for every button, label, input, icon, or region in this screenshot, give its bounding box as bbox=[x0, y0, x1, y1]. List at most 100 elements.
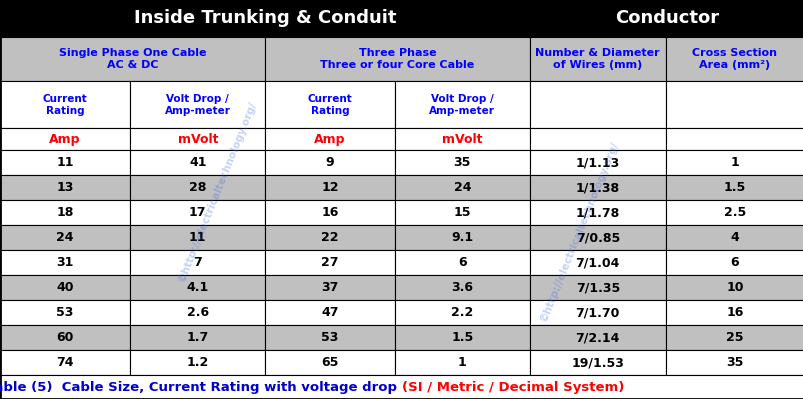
Text: 47: 47 bbox=[321, 306, 338, 319]
Bar bbox=[265, 176, 394, 200]
Text: 24: 24 bbox=[56, 231, 74, 244]
Text: 11: 11 bbox=[56, 156, 74, 170]
Text: 4: 4 bbox=[730, 231, 738, 244]
Bar bbox=[529, 350, 665, 375]
Text: 1/1.38: 1/1.38 bbox=[575, 182, 619, 194]
Bar bbox=[665, 250, 803, 275]
Bar bbox=[529, 250, 665, 275]
Text: 1/1.13: 1/1.13 bbox=[575, 156, 619, 170]
Text: 1.5: 1.5 bbox=[723, 182, 745, 194]
Bar bbox=[0, 325, 130, 350]
Bar bbox=[665, 128, 803, 150]
Text: 37: 37 bbox=[321, 281, 338, 294]
Text: Conductor: Conductor bbox=[614, 9, 718, 28]
Text: 11: 11 bbox=[189, 231, 206, 244]
Text: 27: 27 bbox=[321, 256, 338, 269]
Text: 7/0.85: 7/0.85 bbox=[575, 231, 619, 244]
Bar bbox=[665, 150, 803, 176]
Text: 53: 53 bbox=[321, 331, 338, 344]
Text: 22: 22 bbox=[321, 231, 338, 244]
Bar bbox=[130, 150, 265, 176]
Text: 53: 53 bbox=[56, 306, 74, 319]
Bar bbox=[529, 150, 665, 176]
Bar bbox=[394, 300, 529, 325]
Text: Volt Drop /
Amp-meter: Volt Drop / Amp-meter bbox=[429, 94, 495, 116]
Text: Table (5)  Cable Size, Current Rating with voltage drop: Table (5) Cable Size, Current Rating wit… bbox=[0, 381, 402, 393]
Text: mVolt: mVolt bbox=[177, 133, 218, 146]
Bar bbox=[0, 176, 130, 200]
Text: Amp: Amp bbox=[314, 133, 345, 146]
Bar bbox=[665, 275, 803, 300]
Bar bbox=[665, 350, 803, 375]
Text: 6: 6 bbox=[730, 256, 738, 269]
Text: 2.2: 2.2 bbox=[450, 306, 473, 319]
Text: Single Phase One Cable
AC & DC: Single Phase One Cable AC & DC bbox=[59, 48, 206, 70]
Text: Current
Rating: Current Rating bbox=[308, 94, 352, 116]
Bar bbox=[529, 225, 665, 250]
Bar bbox=[394, 176, 529, 200]
Text: Inside Trunking & Conduit: Inside Trunking & Conduit bbox=[133, 9, 396, 28]
Bar bbox=[0, 350, 130, 375]
Text: mVolt: mVolt bbox=[442, 133, 482, 146]
Text: 1: 1 bbox=[730, 156, 738, 170]
Bar bbox=[130, 128, 265, 150]
Text: 35: 35 bbox=[453, 156, 471, 170]
Bar bbox=[265, 225, 394, 250]
Bar bbox=[665, 81, 803, 128]
Text: 1/1.78: 1/1.78 bbox=[575, 206, 619, 219]
Bar bbox=[265, 350, 394, 375]
Bar bbox=[0, 128, 130, 150]
Bar bbox=[0, 275, 130, 300]
Text: Amp: Amp bbox=[49, 133, 81, 146]
Bar bbox=[394, 350, 529, 375]
Text: 17: 17 bbox=[189, 206, 206, 219]
Text: 40: 40 bbox=[56, 281, 74, 294]
Text: ©http://electricaltechnology.org/: ©http://electricaltechnology.org/ bbox=[537, 140, 619, 323]
Bar bbox=[265, 37, 529, 81]
Text: 7/1.35: 7/1.35 bbox=[575, 281, 619, 294]
Text: Three Phase
Three or four Core Cable: Three Phase Three or four Core Cable bbox=[320, 48, 474, 70]
Text: 10: 10 bbox=[725, 281, 743, 294]
Bar bbox=[529, 300, 665, 325]
Bar bbox=[0, 375, 803, 399]
Bar bbox=[665, 200, 803, 225]
Bar bbox=[265, 150, 394, 176]
Text: 7: 7 bbox=[194, 256, 202, 269]
Bar bbox=[529, 325, 665, 350]
Bar bbox=[0, 81, 130, 128]
Text: Cross Section
Area (mm²): Cross Section Area (mm²) bbox=[691, 48, 777, 70]
Bar bbox=[394, 250, 529, 275]
Text: 9: 9 bbox=[325, 156, 334, 170]
Bar bbox=[0, 0, 529, 37]
Text: 2.5: 2.5 bbox=[723, 206, 745, 219]
Bar bbox=[665, 225, 803, 250]
Text: 1.2: 1.2 bbox=[186, 356, 209, 369]
Bar bbox=[529, 200, 665, 225]
Text: 24: 24 bbox=[453, 182, 471, 194]
Bar bbox=[665, 176, 803, 200]
Text: 7/1.04: 7/1.04 bbox=[575, 256, 619, 269]
Text: 41: 41 bbox=[189, 156, 206, 170]
Bar bbox=[130, 176, 265, 200]
Bar bbox=[130, 81, 265, 128]
Bar bbox=[0, 300, 130, 325]
Text: 28: 28 bbox=[189, 182, 206, 194]
Bar bbox=[394, 325, 529, 350]
Bar bbox=[0, 250, 130, 275]
Text: 7/2.14: 7/2.14 bbox=[575, 331, 619, 344]
Bar bbox=[265, 300, 394, 325]
Bar bbox=[394, 200, 529, 225]
Bar bbox=[394, 225, 529, 250]
Bar bbox=[0, 225, 130, 250]
Text: 6: 6 bbox=[458, 256, 466, 269]
Text: 25: 25 bbox=[725, 331, 743, 344]
Bar bbox=[130, 300, 265, 325]
Bar bbox=[265, 81, 394, 128]
Text: 1.7: 1.7 bbox=[186, 331, 209, 344]
Bar bbox=[529, 81, 665, 128]
Bar bbox=[130, 350, 265, 375]
Text: 9.1: 9.1 bbox=[450, 231, 473, 244]
Text: 74: 74 bbox=[56, 356, 74, 369]
Bar bbox=[130, 250, 265, 275]
Text: 65: 65 bbox=[321, 356, 338, 369]
